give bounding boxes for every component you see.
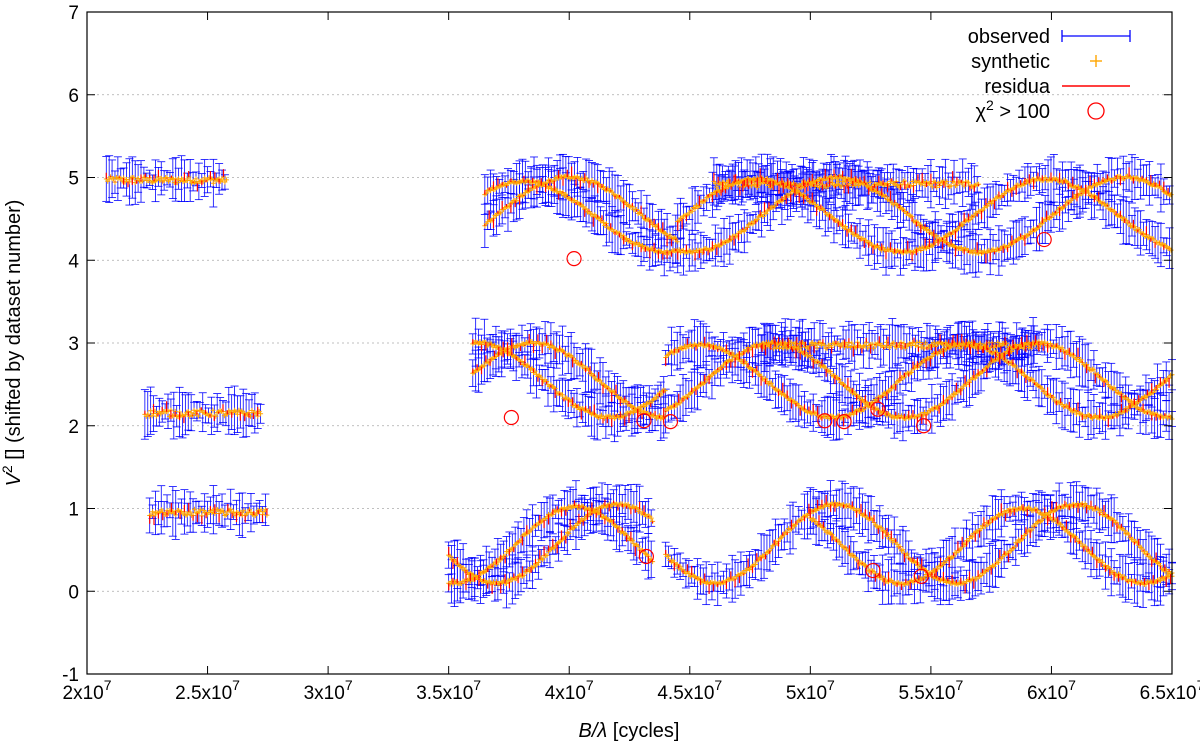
outlier-marker-2-0	[503, 409, 519, 426]
outlier-marker-2-1	[636, 413, 652, 429]
residua-series	[677, 167, 1169, 264]
outlier-marker-2-2	[662, 414, 679, 430]
dataset-2	[140, 317, 1176, 443]
synthetic-points	[103, 173, 1174, 257]
plot-area	[102, 153, 1176, 609]
residua-series	[713, 171, 980, 196]
residua-series	[677, 168, 1169, 262]
outlier-marker-1-1	[1036, 231, 1052, 248]
outlier-marker-2-5	[916, 418, 932, 434]
residua-series	[761, 334, 1037, 357]
outlier-marker-2-3	[817, 413, 833, 429]
residua-series	[665, 336, 1170, 428]
dataset-3	[145, 480, 1176, 609]
grid-lines	[87, 94, 1172, 592]
outlier-marker-2-6	[870, 401, 886, 417]
residua-series	[105, 169, 225, 192]
residua-lines	[144, 334, 1170, 428]
residua-lines	[105, 166, 1169, 264]
residua-series	[472, 339, 665, 427]
outlier-marker-1-0	[566, 250, 582, 267]
dataset-1	[102, 153, 1174, 278]
residua-series	[144, 401, 259, 424]
residua-series	[484, 175, 677, 260]
outlier-marker-2-4	[836, 414, 852, 430]
